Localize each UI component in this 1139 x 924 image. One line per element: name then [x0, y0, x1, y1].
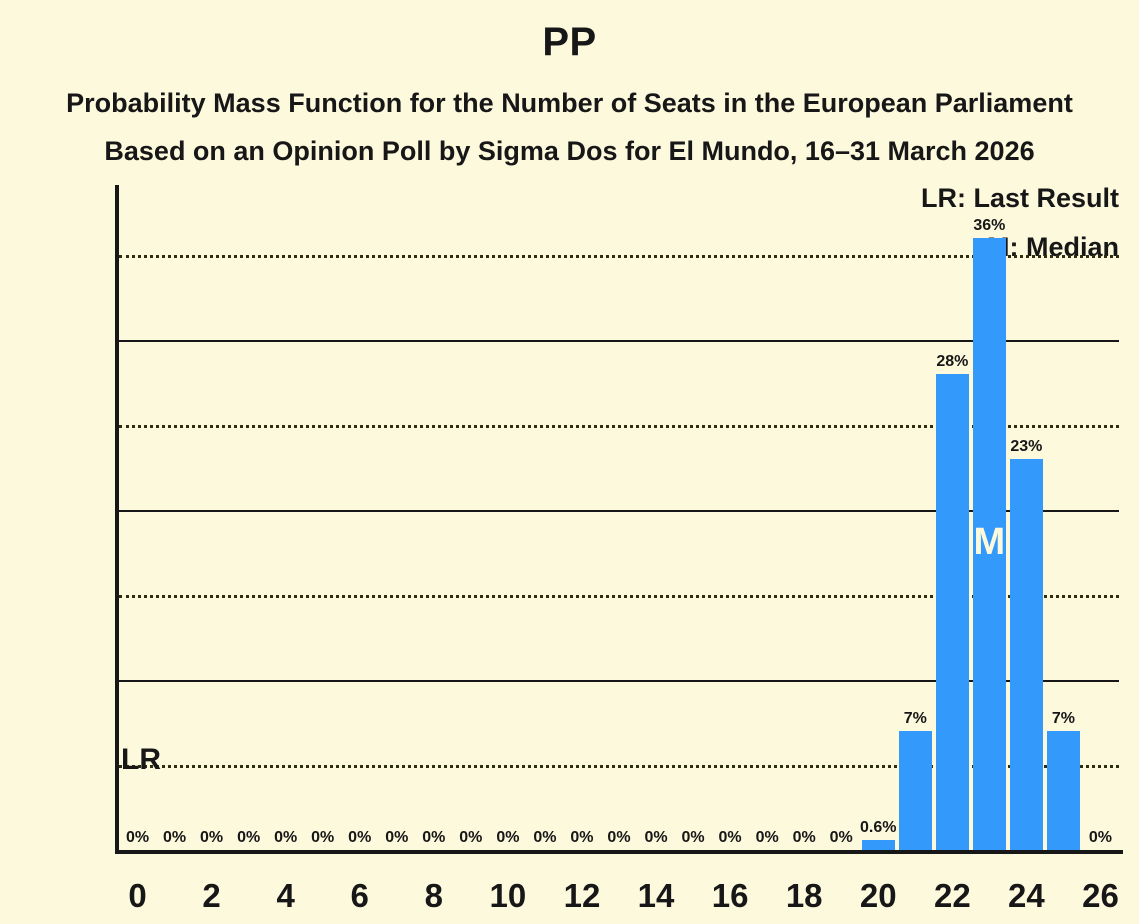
x-tick-label-4: 4: [276, 877, 295, 914]
bar-value-label: 0%: [1088, 829, 1113, 846]
bar[interactable]: [935, 373, 969, 850]
median-marker: M: [973, 520, 1006, 563]
bar-slot[interactable]: 28%: [934, 185, 971, 850]
bar-slot[interactable]: 0%: [526, 185, 563, 850]
bar-slot[interactable]: 0%: [489, 185, 526, 850]
bar-value-label: 0%: [644, 829, 668, 846]
chart-subtitle: Probability Mass Function for the Number…: [66, 88, 1073, 118]
bar-value-label: 0%: [681, 829, 705, 846]
bar-value-label: 0%: [422, 829, 446, 846]
bar-slot[interactable]: 0%: [786, 185, 823, 850]
gridline-major-30: [119, 339, 1119, 342]
last-result-marker: LR: [121, 742, 161, 776]
bar-value-label: 7%: [903, 709, 927, 727]
x-tick-label-20: 20: [859, 877, 897, 914]
page-title: PP: [542, 20, 597, 64]
bar-slot[interactable]: 0%: [119, 185, 156, 850]
bar-value-label: 0%: [829, 829, 853, 846]
bar-value-label: 0%: [533, 829, 557, 846]
x-tick-label-2: 2: [202, 877, 221, 914]
gridline-major-20: [119, 509, 1119, 512]
bar-value-label: 23%: [1010, 437, 1043, 455]
x-tick-label-0: 0: [128, 877, 147, 914]
bar[interactable]: [972, 237, 1006, 850]
bar-slot[interactable]: 23%: [1008, 185, 1045, 850]
bar[interactable]: [1009, 458, 1043, 850]
bar-slot[interactable]: 0.6%: [860, 185, 897, 850]
gridline-minor-25: [119, 424, 1119, 428]
bar-value-label: 0%: [496, 829, 520, 846]
chart-source-line: Based on an Opinion Poll by Sigma Dos fo…: [104, 136, 1035, 166]
bar-value-label: 0%: [718, 829, 742, 846]
gridline-minor-35: [119, 254, 1119, 258]
bar-value-label: 0.6%: [860, 818, 897, 836]
bar[interactable]: [861, 839, 895, 850]
bar-value-label: 28%: [936, 352, 969, 370]
plot-area: 10%20%30% 0%0%0%0%0%0%0%0%0%0%0%0%0%0%0%…: [115, 185, 1123, 914]
bar-slot[interactable]: 0%: [712, 185, 749, 850]
bar-value-label: 36%: [973, 216, 1006, 234]
bar-value-label: 0%: [348, 829, 372, 846]
bar-value-label: 7%: [1051, 709, 1075, 727]
bar-slot[interactable]: 0%: [193, 185, 230, 850]
bar-value-label: 0%: [792, 829, 816, 846]
bar-slot[interactable]: 0%: [341, 185, 378, 850]
x-tick-label-8: 8: [424, 877, 443, 914]
bar-slot[interactable]: 0%: [1082, 185, 1119, 850]
x-tick-label-12: 12: [563, 877, 601, 914]
bar-value-label: 0%: [607, 829, 631, 846]
legend-last-result: LR: Last Result: [920, 183, 1119, 213]
bar-slot[interactable]: 0%: [267, 185, 304, 850]
bar-value-label: 0%: [274, 829, 298, 846]
gridline-minor-15: [119, 594, 1119, 598]
bar-slot[interactable]: 0%: [823, 185, 860, 850]
x-axis-line: [115, 850, 1123, 854]
bar-value-label: 0%: [385, 829, 409, 846]
bar[interactable]: [1046, 730, 1080, 850]
bar-slot[interactable]: 0%: [304, 185, 341, 850]
copyright-notice: © 2026 Filip van Laenen: [1129, 0, 1139, 8]
x-tick-label-14: 14: [637, 877, 675, 914]
bar-value-label: 0%: [162, 829, 187, 846]
x-tick-label-26: 26: [1082, 877, 1119, 914]
bar-slot[interactable]: 7%: [1045, 185, 1082, 850]
x-tick-label-24: 24: [1008, 877, 1045, 914]
bar-slot[interactable]: 0%: [563, 185, 600, 850]
bar-value-label: 0%: [125, 829, 150, 846]
bar-slot[interactable]: 0%: [156, 185, 193, 850]
x-tick-label-10: 10: [489, 877, 527, 914]
bar-value-label: 0%: [570, 829, 594, 846]
y-axis-line: [115, 185, 119, 854]
bar-value-label: 0%: [459, 829, 483, 846]
bar-slot[interactable]: 36% M: [971, 185, 1008, 850]
x-tick-label-18: 18: [785, 877, 823, 914]
bar-slot[interactable]: 0%: [415, 185, 452, 850]
bar-slot[interactable]: 0%: [378, 185, 415, 850]
bar-slot[interactable]: 0%: [638, 185, 675, 850]
bar-slot[interactable]: 0%: [675, 185, 712, 850]
x-tick-label-6: 6: [350, 877, 369, 914]
bar-value-label: 0%: [200, 829, 224, 846]
bar[interactable]: [898, 730, 932, 850]
bar-slot[interactable]: 0%: [452, 185, 489, 850]
gridline-major-10: [119, 679, 1119, 682]
gridline-minor-5: [119, 764, 1119, 768]
bar-value-label: 0%: [237, 829, 261, 846]
bar-slot[interactable]: 0%: [600, 185, 637, 850]
x-tick-label-22: 22: [933, 877, 971, 914]
bar-value-label: 0%: [311, 829, 335, 846]
bar-slot[interactable]: 0%: [230, 185, 267, 850]
bar-value-label: 0%: [755, 829, 779, 846]
bar-slot[interactable]: 0%: [749, 185, 786, 850]
bar-slot[interactable]: 7%: [897, 185, 934, 850]
x-tick-label-16: 16: [711, 877, 749, 914]
